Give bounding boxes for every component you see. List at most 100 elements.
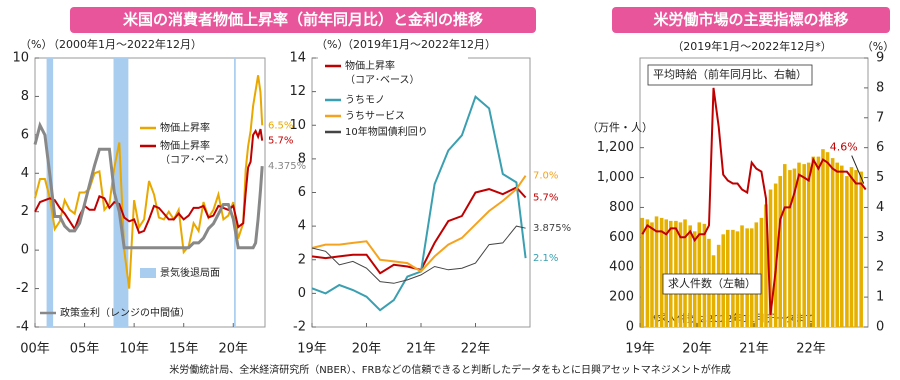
y2-tick-label: 1 bbox=[876, 290, 884, 305]
bar bbox=[654, 216, 659, 327]
y-tick-label: 6 bbox=[298, 185, 306, 200]
y2-tick-label: 3 bbox=[876, 230, 884, 245]
series-line bbox=[34, 75, 264, 289]
legend-label: 物価上昇率（コア･ベース） bbox=[160, 139, 235, 166]
series-line bbox=[641, 87, 867, 316]
y-tick-label: 0 bbox=[21, 243, 29, 258]
bar bbox=[806, 162, 811, 327]
y-tick-label: 1,000 bbox=[597, 170, 634, 185]
bar bbox=[859, 171, 863, 327]
legend-label: うちサービス bbox=[345, 110, 405, 122]
y-tick-label: 200 bbox=[609, 290, 634, 305]
legend-box bbox=[647, 64, 813, 86]
bar bbox=[839, 165, 844, 327]
bar bbox=[816, 156, 821, 327]
y-tick-label: 2 bbox=[298, 252, 306, 267]
bar bbox=[782, 164, 787, 327]
x-tick-label: 22年 bbox=[461, 342, 491, 357]
bar bbox=[645, 219, 650, 327]
bar bbox=[821, 149, 825, 327]
x-tick-label: 19年 bbox=[625, 342, 655, 357]
axis-unit: （%） bbox=[20, 38, 52, 51]
y-tick-label: 0 bbox=[298, 286, 306, 301]
end-label: 3.875% bbox=[533, 223, 571, 234]
bar bbox=[792, 168, 797, 327]
bar bbox=[802, 164, 806, 327]
end-arrow bbox=[851, 155, 865, 184]
y2-tick-label: 8 bbox=[876, 80, 884, 95]
x-tick-label: 20年 bbox=[219, 342, 249, 357]
y2-tick-label: 5 bbox=[876, 170, 884, 185]
bar bbox=[778, 176, 783, 327]
bar bbox=[830, 158, 835, 327]
legend-box bbox=[318, 57, 468, 141]
legend-label: 物価上昇率（コア･ベース） bbox=[345, 59, 420, 86]
bar bbox=[788, 170, 792, 327]
banner bbox=[70, 7, 536, 33]
axis-unit: （万件・人） bbox=[587, 121, 653, 134]
x-tick-label: 22年 bbox=[796, 342, 826, 357]
y-tick-label: -2 bbox=[16, 281, 29, 296]
y-tick-label: 600 bbox=[609, 230, 634, 245]
legend-label: 政策金利（レンジの中間値） bbox=[60, 306, 190, 319]
bar bbox=[849, 167, 854, 327]
axis-unit: （%） bbox=[316, 38, 348, 51]
recession-band bbox=[46, 58, 54, 327]
bar bbox=[825, 152, 830, 327]
x-tick-label: 15年 bbox=[169, 342, 199, 357]
x-tick-label: 21年 bbox=[406, 342, 436, 357]
legend-label: 10年物国債利回り bbox=[345, 125, 428, 138]
bar bbox=[797, 162, 801, 327]
y-tick-label: 4 bbox=[21, 166, 29, 181]
series-line bbox=[34, 128, 264, 235]
bar bbox=[811, 156, 816, 327]
bar bbox=[845, 176, 849, 327]
recession-band bbox=[234, 58, 236, 327]
y2-tick-label: 0 bbox=[876, 320, 884, 335]
bar bbox=[683, 219, 687, 327]
y-tick-label: -2 bbox=[293, 320, 306, 335]
end-label: 6.5% bbox=[268, 120, 293, 131]
y-tick-label: 0 bbox=[626, 320, 634, 335]
y2-tick-label: 4 bbox=[876, 200, 884, 215]
end-label: 2.1% bbox=[533, 253, 558, 264]
y-tick-label: 8 bbox=[298, 151, 306, 166]
bar bbox=[650, 222, 654, 327]
bar bbox=[768, 189, 773, 327]
y2-tick-label: 9 bbox=[876, 51, 884, 66]
y-tick-label: 4 bbox=[298, 219, 306, 234]
series-line bbox=[311, 186, 527, 275]
y-tick-label: 1,200 bbox=[597, 140, 634, 155]
bar bbox=[640, 217, 645, 327]
y-tick-label: 8 bbox=[21, 89, 29, 104]
legend-label: 求人件数（左軸） bbox=[668, 276, 756, 290]
bar bbox=[854, 170, 858, 327]
bar bbox=[835, 162, 840, 327]
y2-tick-label: 6 bbox=[876, 140, 884, 155]
x-tick-label: 05年 bbox=[70, 342, 100, 357]
bar bbox=[764, 204, 768, 327]
series-line bbox=[311, 225, 526, 284]
bar bbox=[759, 217, 764, 327]
y-tick-label: 10 bbox=[289, 118, 306, 133]
banner-title: 米国の消費者物価上昇率（前年同月比）と金利の推移 bbox=[123, 11, 483, 29]
legend-label: 景気後退局面 bbox=[160, 266, 220, 279]
x-tick-label: 20年 bbox=[682, 342, 712, 357]
chart-subtitle: （2019年1月～2022年12月） bbox=[342, 37, 496, 51]
legend-label: 平均時給（前年同月比、右軸） bbox=[653, 67, 807, 81]
y-tick-label: 12 bbox=[289, 84, 306, 99]
y-tick-label: 10 bbox=[12, 51, 29, 66]
x-tick-label: 21年 bbox=[739, 342, 769, 357]
axis-unit: （%） bbox=[862, 40, 894, 53]
end-label: 5.7% bbox=[268, 136, 293, 147]
y-tick-label: 400 bbox=[609, 260, 634, 275]
y-tick-label: 14 bbox=[289, 51, 306, 66]
legend-label: うちモノ bbox=[345, 94, 385, 106]
y2-tick-label: 2 bbox=[876, 260, 884, 275]
y-tick-label: 6 bbox=[21, 127, 29, 142]
bar bbox=[773, 183, 778, 327]
series-line bbox=[33, 121, 264, 250]
source-note: 米労働統計局、全米経済研究所（NBER）、FRBなどの信頼できると判断したデータ… bbox=[169, 363, 731, 376]
